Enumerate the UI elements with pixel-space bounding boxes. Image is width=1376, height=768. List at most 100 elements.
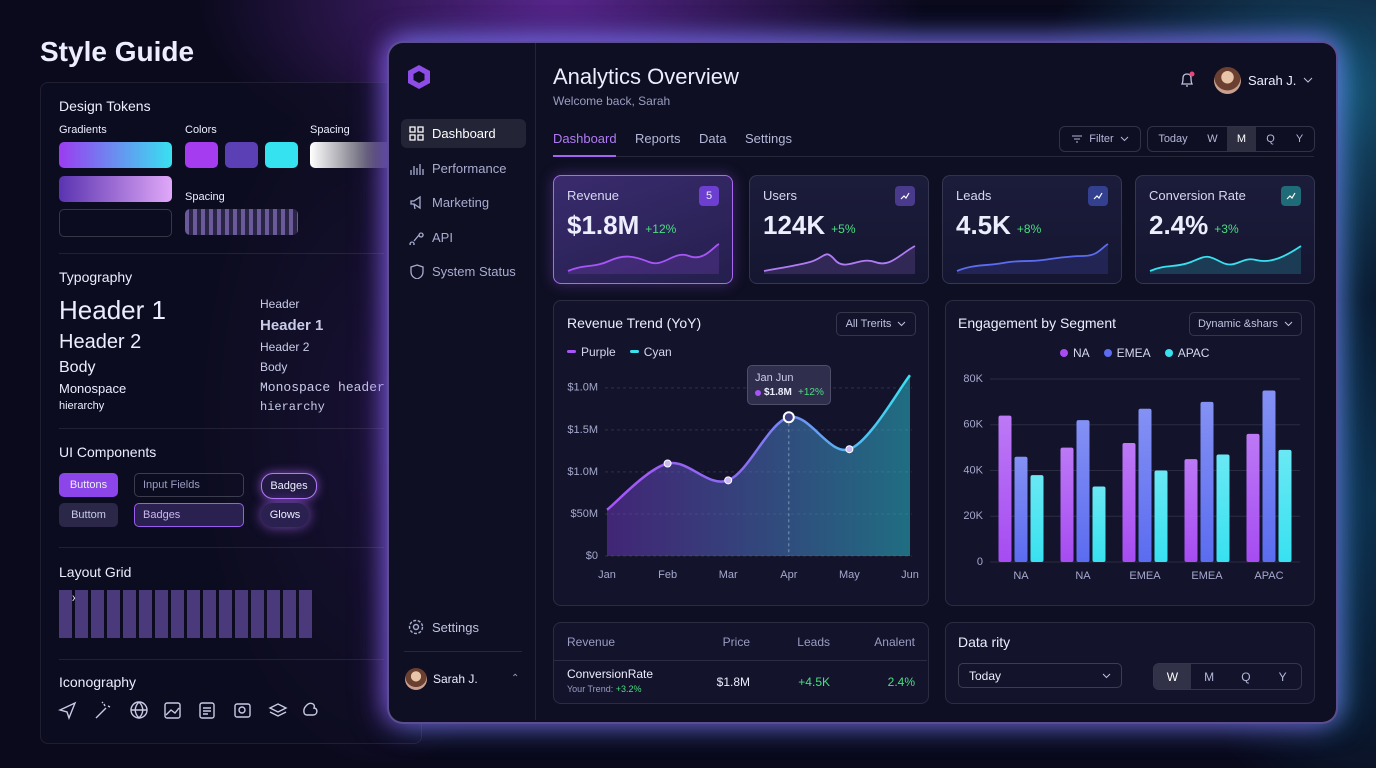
table-header-cell: Leads — [797, 635, 830, 649]
type-sample: hierarchy — [260, 400, 325, 414]
kpi-label: Conversion Rate — [1149, 188, 1246, 203]
divider — [59, 428, 384, 429]
section-title: Layout Grid — [59, 564, 132, 580]
select[interactable]: Today — [958, 663, 1122, 688]
data-panel — [945, 622, 1315, 704]
chart-dropdown[interactable]: All Trerits — [836, 312, 916, 336]
kpi-label: Leads — [956, 188, 992, 203]
divider — [404, 651, 522, 652]
table-cell: $1.8M — [716, 675, 750, 689]
nav-icon-shape — [409, 231, 424, 245]
avatar[interactable] — [1214, 67, 1241, 94]
nav-item[interactable]: Marketing — [401, 188, 526, 217]
nav-icon-shape — [409, 126, 424, 141]
type-sample: Body — [260, 360, 288, 374]
kpi-card: Leads 4.5K +8% — [942, 175, 1122, 284]
period-option[interactable]: M — [1227, 127, 1256, 151]
tooltip-title: Jan Jun — [755, 372, 794, 384]
sparkline-line — [956, 243, 1109, 272]
gradient-swatch — [59, 142, 172, 168]
tooltip-value: $1.8M — [764, 387, 792, 398]
settings-icon — [408, 619, 424, 635]
chevron — [1284, 321, 1293, 327]
segment-option[interactable]: M — [1204, 669, 1215, 684]
nav-label: Dashboard — [432, 126, 496, 141]
sparkline-area — [764, 246, 915, 274]
nav-icon — [409, 231, 424, 245]
segment-option[interactable]: W — [1154, 664, 1191, 689]
kpi-icon — [900, 192, 910, 200]
tab[interactable]: Settings — [745, 131, 792, 146]
nav-item[interactable]: Performance — [401, 154, 526, 183]
tab[interactable]: Dashboard — [553, 131, 617, 146]
tab[interactable]: Reports — [635, 131, 681, 146]
active-tab-underline — [553, 155, 616, 157]
chevron — [1120, 136, 1129, 142]
kpi-icon-shape — [900, 192, 910, 200]
chevron — [1102, 673, 1111, 678]
sparkline — [567, 243, 720, 274]
legend-label: NA — [1073, 346, 1090, 360]
period-option[interactable]: W — [1207, 133, 1218, 145]
panel-title: Data rity — [958, 634, 1011, 650]
sidebar-user[interactable]: Sarah J. — [433, 672, 478, 686]
period-option[interactable]: Today — [1158, 133, 1188, 145]
logo[interactable] — [407, 64, 431, 90]
chart-dropdown[interactable]: Dynamic &shars — [1189, 312, 1302, 336]
divider — [59, 659, 384, 660]
table-header-cell: Revenue — [567, 635, 616, 649]
tab[interactable]: Data — [699, 131, 727, 146]
kpi-label: Users — [763, 188, 797, 203]
nav-label: Marketing — [432, 195, 490, 210]
segment-option[interactable]: Y — [1278, 669, 1287, 684]
kpi-icon — [1093, 192, 1103, 200]
type-sample: Monospace — [59, 381, 127, 396]
legend-marker — [1103, 349, 1112, 357]
spacing-swatch — [185, 209, 298, 235]
button-sample[interactable]: Buttom — [59, 503, 118, 527]
filter-button[interactable]: Filter — [1059, 126, 1141, 152]
chevron[interactable] — [1303, 76, 1313, 84]
dropdown-label: Dynamic &shars — [1197, 318, 1279, 330]
kpi-icon — [1286, 192, 1296, 200]
legend-label: Purple — [581, 345, 616, 359]
period-option[interactable]: Y — [1295, 133, 1304, 145]
sidebar-settings[interactable]: Settings — [432, 620, 479, 635]
kpi-value: 124K — [763, 210, 826, 240]
sparkline-line — [567, 243, 720, 272]
nav-label: API — [432, 229, 453, 245]
input-sample[interactable]: Badges — [134, 503, 244, 527]
notification-bell[interactable] — [1178, 71, 1196, 89]
input-sample[interactable]: Input Fields — [134, 473, 244, 497]
section-title: UI Components — [59, 444, 157, 460]
section-title: Typography — [59, 269, 133, 285]
token-label: Spacing — [185, 191, 225, 203]
tooltip-change: +12% — [798, 387, 824, 398]
kpi-change: +8% — [1016, 222, 1042, 236]
sparkline — [763, 245, 916, 274]
user-menu-chevron[interactable]: ⌃ — [511, 673, 520, 684]
header-user[interactable]: Sarah J. — [1248, 73, 1297, 88]
nav-item[interactable]: System Status — [401, 257, 526, 286]
button-sample[interactable]: Buttons — [59, 473, 118, 497]
type-sample: Header 1 — [59, 295, 166, 325]
spacing-swatch — [310, 142, 390, 168]
nav-item[interactable]: Dashboard — [401, 119, 526, 148]
legend-marker — [1164, 349, 1173, 357]
color-swatch — [225, 142, 258, 168]
period-option[interactable]: Q — [1266, 133, 1275, 145]
legend-marker — [567, 350, 576, 353]
segment-option[interactable]: Q — [1241, 669, 1251, 684]
type-sample: Header 2 — [260, 340, 310, 354]
token-label: Spacing — [310, 124, 350, 136]
tooltip: Jan Jun $1.8M +12% — [747, 365, 831, 405]
table-divider — [554, 660, 927, 661]
kpi-badge — [895, 186, 915, 206]
nav-item[interactable]: API — [401, 223, 526, 252]
table-cell: 2.4% — [887, 675, 915, 689]
type-sample: Header — [260, 297, 300, 311]
type-sample: Header 2 — [59, 331, 142, 353]
select-value: Today — [969, 668, 1002, 683]
type-sample: Header 1 — [260, 317, 324, 334]
